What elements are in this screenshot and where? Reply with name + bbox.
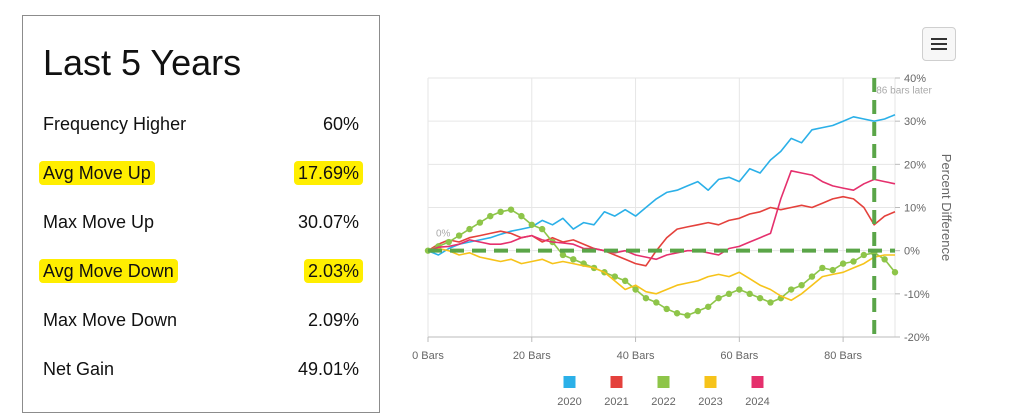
y-tick-label: 10% [904, 203, 926, 215]
stat-row: Net Gain 49.01% [23, 352, 379, 386]
stat-row: Max Move Down 2.09% [23, 303, 379, 337]
series-line-2023 [427, 247, 895, 302]
series-point-2022 [819, 264, 826, 272]
series-line-2022 [427, 208, 896, 317]
series-point-2022 [788, 286, 795, 293]
series-point-2022 [808, 273, 816, 280]
stat-label: Max Move Down [43, 310, 178, 330]
stat-row: Max Move Up 30.07% [23, 205, 379, 239]
y-tick-label: -20% [904, 332, 930, 344]
series-point-2022 [839, 260, 847, 267]
stat-row: Frequency Higher 60% [23, 107, 379, 141]
series-point-2022 [445, 238, 452, 246]
legend-swatch-2021[interactable] [610, 376, 623, 388]
legend-swatch-2023[interactable] [704, 376, 717, 388]
legend-label-2023[interactable]: 2023 [698, 396, 722, 408]
series-point-2022 [507, 206, 515, 213]
series-point-2022 [860, 251, 868, 259]
series-line-2021 [427, 195, 896, 267]
chart-menu-button[interactable] [922, 27, 956, 61]
series-line-2020 [427, 113, 896, 256]
series-point-2022 [663, 305, 670, 313]
x-tick-label: 40 Bars [617, 350, 655, 362]
series-point-2022 [653, 299, 660, 306]
series-point-2022 [705, 303, 712, 310]
stat-label: Net Gain [43, 359, 115, 379]
y-tick-label: 30% [904, 116, 926, 128]
series-point-2022 [497, 208, 504, 216]
series-point-2022 [850, 258, 857, 265]
y-tick-label: 40% [904, 73, 926, 85]
series-point-2022 [466, 225, 473, 233]
hamburger-menu-icon [931, 38, 947, 50]
series-point-2022 [798, 282, 805, 289]
legend-label-2022[interactable]: 2022 [651, 396, 675, 408]
legend-label-2021[interactable]: 2021 [604, 396, 628, 408]
series-point-2022 [756, 294, 764, 302]
stat-label: Max Move Up [43, 212, 155, 232]
series-point-2022 [891, 269, 899, 276]
chart-annotation: 0% [436, 229, 451, 240]
series-point-2022 [559, 251, 567, 259]
stat-label: Avg Move Up [39, 156, 155, 190]
series-point-2022 [715, 294, 722, 302]
y-axis-title: Percent Difference [939, 154, 954, 261]
legend-swatch-2024[interactable] [751, 376, 764, 388]
stat-row: Avg Move Up 17.69% [23, 156, 379, 190]
series-point-2022 [611, 273, 618, 280]
stat-value: 60% [322, 114, 359, 134]
series-point-2022 [528, 221, 535, 228]
stat-row: Avg Move Down 2.03% [23, 254, 379, 288]
series-point-2022 [518, 212, 525, 220]
stat-value: 2.03% [303, 254, 363, 288]
series-point-2022 [767, 299, 774, 306]
stat-value: 49.01% [297, 359, 359, 379]
x-tick-label: 60 Bars [720, 350, 758, 362]
y-tick-label: 20% [904, 159, 926, 171]
series-point-2022 [632, 286, 639, 293]
series-point-2022 [642, 294, 650, 302]
x-tick-label: 80 Bars [824, 350, 862, 362]
y-tick-label: -10% [904, 289, 930, 301]
stat-value: 17.69% [293, 156, 363, 190]
series-point-2022 [570, 256, 577, 263]
stat-label: Avg Move Down [39, 254, 178, 288]
series-point-2022 [455, 232, 463, 239]
series-point-2022 [621, 277, 629, 285]
y-tick-label: 0% [904, 246, 920, 258]
stats-panel: Last 5 Years Frequency Higher 60% Avg Move… [22, 15, 380, 413]
legend-swatch-2022[interactable] [657, 376, 670, 388]
series-point-2022 [476, 219, 484, 226]
series-point-2022 [673, 310, 681, 317]
series-line-2024 [427, 170, 896, 261]
series-point-2022 [694, 307, 702, 315]
stat-value: 2.09% [307, 310, 359, 330]
series-point-2022 [684, 312, 691, 319]
series-point-2022 [487, 212, 494, 220]
chart-annotation: 86 bars later [876, 85, 932, 96]
stat-label: Frequency Higher [43, 114, 187, 134]
series-point-2022 [881, 256, 888, 263]
legend-label-2024[interactable]: 2024 [745, 396, 769, 408]
series-point-2022 [736, 286, 743, 293]
stat-value: 30.07% [297, 212, 359, 232]
series-point-2022 [746, 290, 753, 298]
panel-title: Last 5 Years [43, 42, 242, 83]
x-tick-label: 20 Bars [513, 350, 551, 362]
legend-swatch-2020[interactable] [563, 376, 576, 388]
series-point-2022 [829, 266, 836, 274]
series-point-2022 [725, 290, 733, 298]
legend-label-2020[interactable]: 2020 [557, 396, 581, 408]
x-tick-label: 0 Bars [412, 350, 444, 362]
series-point-2022 [538, 225, 546, 233]
